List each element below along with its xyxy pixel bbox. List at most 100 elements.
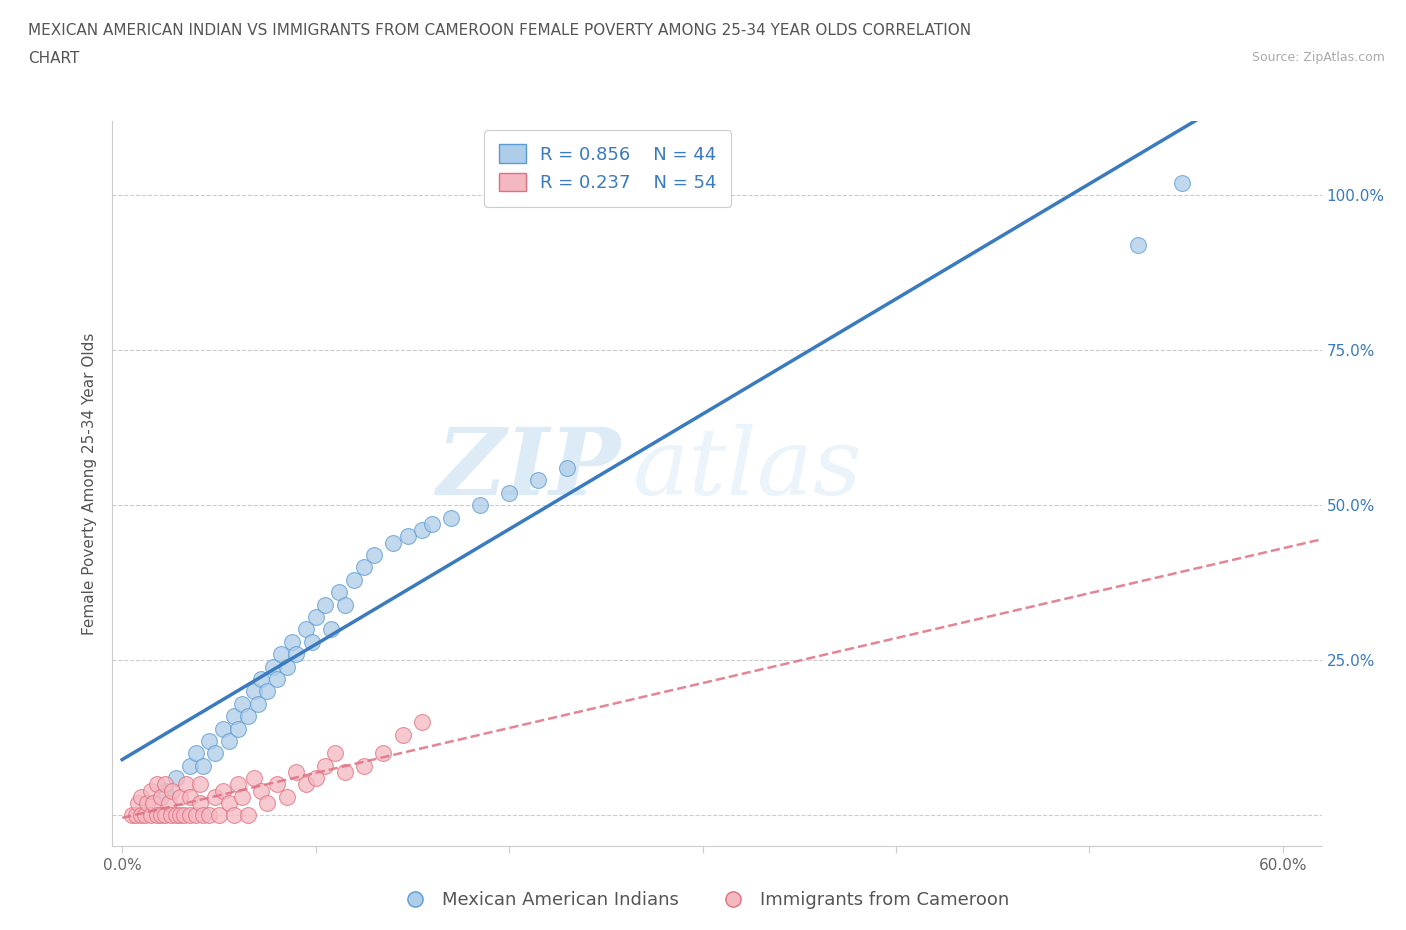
Point xyxy=(319,622,342,637)
Point xyxy=(250,671,273,686)
Point xyxy=(333,597,356,612)
Point xyxy=(420,516,443,531)
Point xyxy=(159,808,181,823)
Point xyxy=(231,790,253,804)
Point xyxy=(333,764,356,779)
Point xyxy=(411,715,433,730)
Point xyxy=(157,795,180,810)
Point xyxy=(193,808,215,823)
Point xyxy=(127,795,149,810)
Point xyxy=(285,764,308,779)
Point xyxy=(184,808,207,823)
Point xyxy=(270,646,292,661)
Point xyxy=(153,783,176,798)
Text: MEXICAN AMERICAN INDIAN VS IMMIGRANTS FROM CAMEROON FEMALE POVERTY AMONG 25-34 Y: MEXICAN AMERICAN INDIAN VS IMMIGRANTS FR… xyxy=(28,23,972,38)
Point xyxy=(179,808,201,823)
Point xyxy=(165,771,187,786)
Point xyxy=(555,460,578,475)
Point xyxy=(440,511,463,525)
Point xyxy=(141,808,163,823)
Point xyxy=(136,795,159,810)
Text: atlas: atlas xyxy=(633,424,862,514)
Point xyxy=(281,634,304,649)
Legend: Mexican American Indians, Immigrants from Cameroon: Mexican American Indians, Immigrants fro… xyxy=(389,884,1017,916)
Point xyxy=(174,777,197,791)
Point xyxy=(301,634,323,649)
Point xyxy=(211,783,233,798)
Point xyxy=(149,808,172,823)
Point xyxy=(173,808,195,823)
Point xyxy=(141,783,163,798)
Point xyxy=(295,777,318,791)
Point xyxy=(211,721,233,736)
Point xyxy=(256,795,278,810)
Point xyxy=(208,808,231,823)
Point xyxy=(236,808,259,823)
Point xyxy=(131,808,153,823)
Point xyxy=(353,758,375,773)
Point xyxy=(323,746,346,761)
Y-axis label: Female Poverty Among 25-34 Year Olds: Female Poverty Among 25-34 Year Olds xyxy=(82,332,97,635)
Point xyxy=(184,746,207,761)
Point xyxy=(193,758,215,773)
Point xyxy=(179,758,201,773)
Text: Source: ZipAtlas.com: Source: ZipAtlas.com xyxy=(1251,51,1385,64)
Point xyxy=(142,795,165,810)
Point xyxy=(224,709,246,724)
Point xyxy=(236,709,259,724)
Legend: R = 0.856    N = 44, R = 0.237    N = 54: R = 0.856 N = 44, R = 0.237 N = 54 xyxy=(484,130,731,206)
Point xyxy=(250,783,273,798)
Point xyxy=(382,535,405,550)
Point xyxy=(262,659,284,674)
Point xyxy=(125,808,148,823)
Point xyxy=(1126,237,1149,252)
Point xyxy=(304,771,326,786)
Point xyxy=(146,777,169,791)
Point xyxy=(304,609,326,624)
Point xyxy=(373,746,395,761)
Point xyxy=(246,697,269,711)
Point xyxy=(153,808,176,823)
Point xyxy=(266,777,288,791)
Point xyxy=(498,485,520,500)
Point xyxy=(411,523,433,538)
Point xyxy=(149,790,172,804)
Point xyxy=(162,783,184,798)
Point xyxy=(391,727,413,742)
Point xyxy=(468,498,491,512)
Point xyxy=(218,795,240,810)
Point xyxy=(226,777,249,791)
Point xyxy=(134,808,156,823)
Text: ZIP: ZIP xyxy=(436,424,620,514)
Point xyxy=(231,697,253,711)
Point xyxy=(242,684,264,698)
Point xyxy=(204,746,226,761)
Point xyxy=(218,734,240,749)
Point xyxy=(353,560,375,575)
Point xyxy=(226,721,249,736)
Point xyxy=(314,597,336,612)
Point xyxy=(198,808,221,823)
Point xyxy=(179,790,201,804)
Point xyxy=(242,771,264,786)
Point xyxy=(363,548,385,563)
Point xyxy=(266,671,288,686)
Point xyxy=(188,777,211,791)
Point xyxy=(276,659,298,674)
Point xyxy=(285,646,308,661)
Point xyxy=(146,808,169,823)
Point xyxy=(169,790,191,804)
Point xyxy=(204,790,226,804)
Point xyxy=(121,808,143,823)
Point xyxy=(256,684,278,698)
Point xyxy=(1171,176,1194,191)
Point xyxy=(169,808,191,823)
Point xyxy=(276,790,298,804)
Point xyxy=(165,808,187,823)
Point xyxy=(224,808,246,823)
Point xyxy=(188,795,211,810)
Point xyxy=(314,758,336,773)
Point xyxy=(295,622,318,637)
Point xyxy=(398,529,420,544)
Point xyxy=(153,777,176,791)
